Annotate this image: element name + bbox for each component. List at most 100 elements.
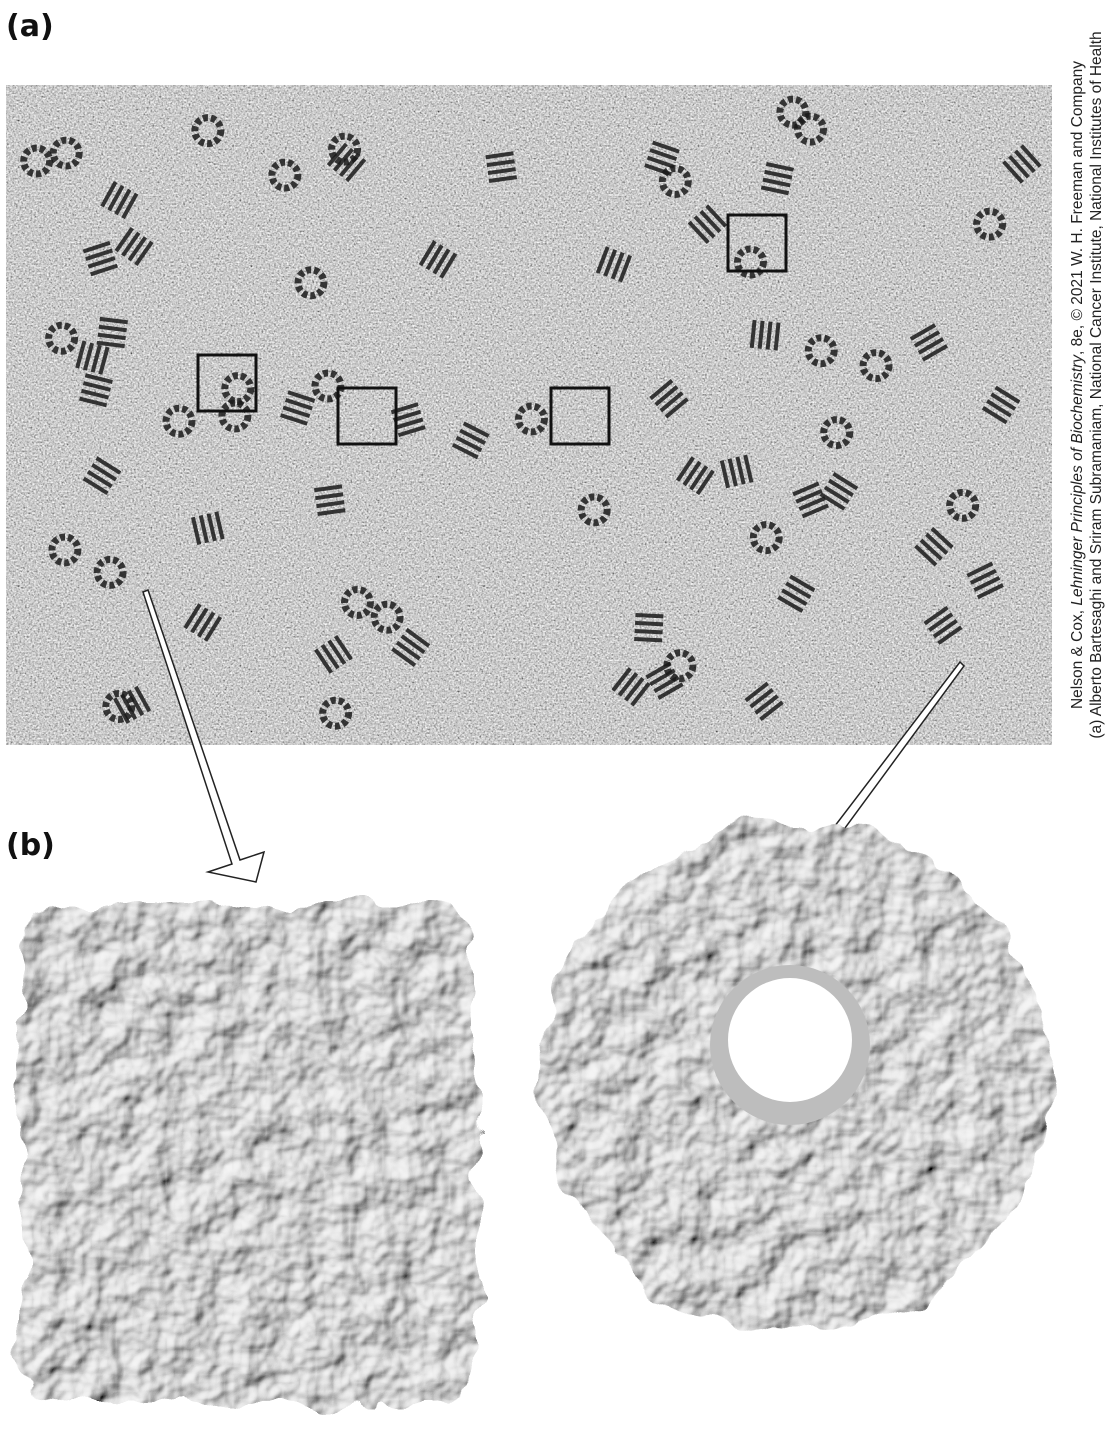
particle-band: [96, 340, 125, 349]
particle: [390, 402, 426, 438]
particle: [93, 555, 127, 589]
particle-band: [749, 319, 757, 349]
particle-band: [82, 476, 109, 495]
particle-band: [488, 175, 518, 183]
credit: Nelson & Cox, Lehninger Principles of Bi…: [1069, 31, 1105, 738]
particle: [792, 481, 829, 519]
particle-band: [1002, 160, 1024, 184]
particle: [418, 240, 458, 279]
particle-band: [183, 603, 202, 630]
particle-band: [393, 409, 422, 422]
particle-band: [781, 588, 808, 606]
particle-band: [486, 159, 515, 168]
particle: [966, 561, 1004, 600]
particle-band: [649, 379, 674, 401]
particle-band: [198, 514, 209, 544]
particle: [100, 181, 139, 220]
particle-band: [795, 488, 823, 504]
particle: [749, 521, 783, 555]
micrograph: [6, 85, 1052, 745]
particle-band: [719, 460, 731, 489]
particle-band: [595, 246, 610, 274]
particle-band: [930, 526, 954, 549]
particle-band: [397, 425, 426, 438]
particle: [451, 421, 490, 460]
particle: [973, 207, 1007, 241]
particle-band: [98, 324, 127, 333]
particle-band: [487, 167, 516, 176]
particle-band: [127, 236, 148, 262]
particle-band: [327, 639, 347, 665]
particle-band: [485, 151, 514, 160]
particle-band: [649, 668, 676, 687]
particle-band: [84, 373, 113, 384]
particle-band: [659, 391, 684, 413]
particle: [114, 226, 154, 266]
selection-boxes: [196, 213, 788, 446]
particle-band: [86, 469, 113, 489]
particle-band: [764, 169, 793, 180]
particle: [49, 136, 83, 170]
credit-line: (a) Alberto Bartesaghi and Sriram Subram…: [1088, 31, 1105, 738]
particle: [279, 390, 316, 426]
particle-band: [618, 254, 633, 283]
particle-band: [749, 688, 774, 709]
particle: [658, 164, 692, 198]
arrow: [142, 589, 266, 883]
particle: [744, 681, 784, 722]
particle-band: [345, 158, 367, 183]
credit-text: , 8e, © 2021 W. H. Freeman and Company: [1069, 61, 1086, 355]
particle-band: [981, 406, 1008, 425]
particle-band: [969, 568, 997, 585]
particle-band: [932, 618, 958, 639]
particle: [611, 667, 651, 707]
particle-band: [603, 249, 618, 277]
particle-band: [649, 148, 678, 162]
particle-band: [986, 399, 1012, 418]
particle-band: [332, 147, 354, 172]
particle-band: [630, 681, 651, 707]
particle-band: [75, 340, 87, 369]
particle-band: [819, 492, 846, 511]
particle: [48, 533, 82, 567]
particle-band: [214, 511, 225, 540]
particle-band: [798, 496, 826, 511]
particle: [719, 454, 754, 489]
particle: [319, 696, 353, 730]
particle: [391, 627, 431, 668]
particle: [78, 373, 113, 408]
particle-band: [792, 481, 820, 497]
particle-band: [455, 435, 483, 453]
particle-band: [762, 177, 791, 188]
particle-band: [653, 675, 680, 693]
particle-band: [190, 516, 202, 545]
particle-band: [95, 456, 122, 475]
particle-band: [107, 184, 125, 212]
particle-band: [87, 256, 116, 269]
selection-box: [196, 353, 258, 413]
particle-band: [634, 620, 664, 627]
particle-band: [651, 140, 680, 154]
particle-band: [921, 344, 949, 362]
particle-band: [654, 385, 679, 407]
particle-band: [282, 405, 311, 419]
particle: [191, 114, 225, 148]
surface-model: [22, 905, 478, 1405]
particle-band: [909, 323, 937, 341]
particle-band: [114, 226, 134, 253]
particle-band: [973, 576, 1001, 592]
particle: [82, 456, 122, 495]
particle-band: [279, 413, 308, 426]
particle: [102, 689, 136, 723]
particle-band: [439, 252, 458, 279]
credit-text: Lehninger Principles of Biochemistry: [1069, 354, 1086, 606]
particle: [311, 369, 345, 403]
particle-band: [82, 342, 95, 371]
particle-band: [1014, 149, 1036, 174]
particle-band: [687, 220, 710, 244]
particle-band: [611, 667, 632, 692]
micrograph-background: [6, 85, 1052, 745]
particle-band: [134, 685, 152, 713]
particle: [485, 151, 518, 183]
particle-band: [914, 544, 938, 567]
